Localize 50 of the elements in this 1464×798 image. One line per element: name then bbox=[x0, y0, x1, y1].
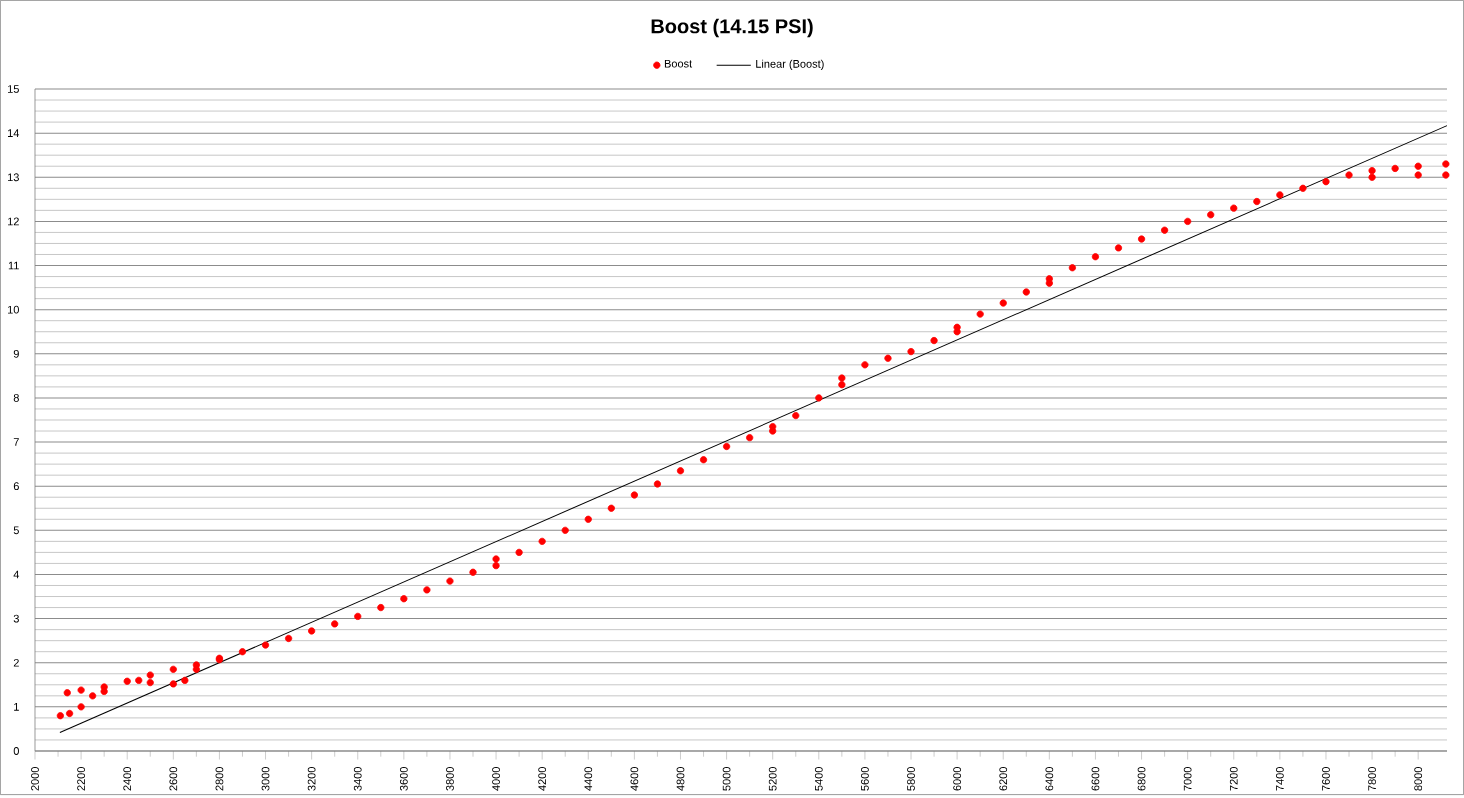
x-tick-label: 3400 bbox=[353, 767, 362, 791]
x-tick-label: 2200 bbox=[77, 767, 85, 791]
x-tick-label: 5400 bbox=[814, 767, 823, 791]
y-tick-label: 14 bbox=[8, 129, 20, 138]
x-tick-label: 6600 bbox=[1091, 767, 1100, 791]
y-tick-label: 12 bbox=[8, 217, 19, 226]
y-tick-label: 4 bbox=[13, 570, 20, 579]
x-tick-label: 3600 bbox=[399, 767, 408, 791]
x-tick-label: 7200 bbox=[1229, 767, 1238, 791]
x-tick-label: 4400 bbox=[584, 767, 593, 791]
y-tick-label: 3 bbox=[13, 614, 19, 623]
x-tick-label: 7000 bbox=[1183, 767, 1192, 791]
chart-title: Boost (14.15 PSI) bbox=[651, 18, 813, 38]
x-tick-label: 7800 bbox=[1368, 767, 1376, 791]
x-tick-label: 6200 bbox=[999, 767, 1008, 791]
y-tick-label: 1 bbox=[14, 703, 19, 711]
x-tick-label: 7600 bbox=[1322, 767, 1330, 791]
x-tick-label: 4800 bbox=[676, 767, 685, 791]
y-tick-label: 10 bbox=[8, 305, 19, 314]
y-tick-label: 2 bbox=[13, 659, 19, 667]
x-tick-label: 5000 bbox=[722, 767, 731, 791]
y-tick-label: 7 bbox=[13, 438, 19, 446]
x-tick-label: 2400 bbox=[123, 767, 132, 791]
x-tick-label: 2800 bbox=[215, 767, 224, 791]
x-tick-label: 6800 bbox=[1137, 767, 1146, 791]
y-tick-label: 5 bbox=[13, 526, 19, 535]
x-tick-label: 4000 bbox=[492, 767, 500, 791]
y-tick-label: 8 bbox=[13, 394, 19, 402]
y-tick-label: 15 bbox=[8, 85, 19, 93]
x-tick-label: 6000 bbox=[953, 767, 962, 791]
x-tick-label: 5800 bbox=[907, 767, 915, 791]
x-tick-label: 2600 bbox=[169, 767, 178, 791]
x-tick-label: 4200 bbox=[538, 767, 547, 791]
y-tick-label: 11 bbox=[8, 261, 19, 270]
x-tick-label: 3200 bbox=[307, 767, 316, 791]
x-tick-label: 5600 bbox=[861, 767, 869, 791]
legend-label: Linear (Boost) bbox=[756, 59, 824, 71]
x-tick-label: 8000 bbox=[1414, 767, 1423, 791]
y-tick-label: 0 bbox=[13, 747, 19, 755]
x-tick-label: 7400 bbox=[1275, 767, 1284, 791]
x-tick-label: 3000 bbox=[261, 767, 270, 791]
y-tick-label: 13 bbox=[8, 173, 19, 182]
x-tick-label: 5200 bbox=[768, 767, 777, 791]
x-tick-label: 6400 bbox=[1045, 767, 1054, 791]
y-tick-label: 9 bbox=[13, 350, 19, 358]
y-tick-label: 6 bbox=[13, 482, 19, 491]
x-tick-label: 3800 bbox=[446, 767, 454, 791]
x-tick-label: 4600 bbox=[630, 767, 639, 791]
x-tick-label: 2000 bbox=[31, 767, 39, 791]
legend-label: Boost bbox=[664, 60, 693, 68]
